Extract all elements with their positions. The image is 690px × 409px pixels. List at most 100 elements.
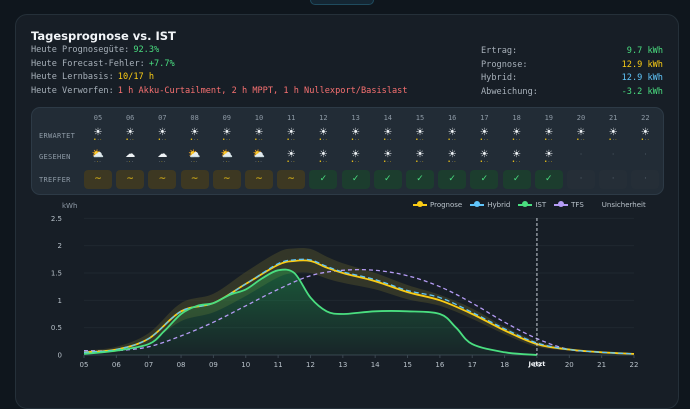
partly-cloudy-icon: ⛅ ··· [220, 149, 234, 165]
partly-cloudy-icon: ⛅ ··· [252, 149, 266, 165]
legend-label: Unsicherheit [601, 201, 646, 209]
sun-icon: ☀ •·· [479, 149, 489, 165]
sun-icon: ☀ •·· [512, 127, 522, 143]
info-label: Heute Verworfen: [31, 85, 114, 96]
hit-cell: · [631, 170, 660, 189]
stat-value: 12.9 kWh [621, 59, 663, 70]
legend-swatch [413, 201, 427, 207]
legend-label: Hybrid [487, 201, 511, 209]
stat-label: Abweichung: [481, 86, 538, 97]
info-line: Heute Lernbasis: 10/17 h [31, 72, 154, 82]
cloud-icon: ☁ ··· [157, 149, 168, 165]
sun-icon: ☀ •·· [383, 127, 393, 143]
sun-icon: ☀ •·· [254, 127, 264, 143]
sun-icon: ☀ •·· [544, 127, 554, 143]
stat-line: Prognose: 12.9 kWh [481, 60, 663, 70]
sun-icon: ☀ •·· [447, 149, 457, 165]
hit-cell: ✓ [534, 170, 563, 189]
legend-label: IST [535, 201, 547, 209]
grid-hour-label: 12 [319, 114, 328, 122]
legend-label: Prognose [430, 201, 463, 209]
sun-icon: ☀ •·· [544, 149, 554, 165]
sun-icon: ☀ •·· [157, 127, 167, 143]
grid-hour-label: 10 [254, 114, 264, 122]
sun-icon: ☀ •·· [190, 127, 200, 143]
sun-icon: ☀ •·· [383, 149, 393, 165]
info-value: 10/17 h [117, 72, 155, 82]
sun-icon: ☀ •·· [222, 127, 232, 143]
no-data-icon: · [579, 150, 583, 159]
grid-hour-label: 19 [544, 114, 554, 122]
sun-icon: ☀ •·· [512, 149, 522, 165]
hit-cell: ~ [212, 170, 241, 189]
partly-cloudy-icon: ⛅ ··· [91, 149, 105, 165]
sun-icon: ☀ •·· [318, 149, 328, 165]
grid-hour-label: 20 [576, 114, 586, 122]
legend-item[interactable]: Unsicherheit [602, 201, 646, 209]
chart-legend: Prognose Hybrid IST TFS Unsicherheit [413, 201, 654, 209]
grid-row-label: TREFFER [39, 176, 71, 184]
cloud-icon: ☁ ··· [125, 149, 136, 165]
hit-cell: ~ [277, 170, 306, 189]
info-label: Heute Prognosegüte: [31, 45, 130, 55]
hit-cell: ✓ [341, 170, 370, 189]
hit-cell: ~ [245, 170, 273, 189]
info-value: 92.3% [133, 45, 160, 55]
info-label: Heute Forecast-Fehler: [31, 58, 145, 69]
partly-cloudy-icon: ⛅ ··· [188, 149, 201, 165]
info-line: Heute Verworfen: 1 h Akku-Curtailment, 2 … [31, 86, 408, 96]
sun-icon: ☀ •·· [351, 149, 361, 165]
sun-icon: ☀ •·· [576, 127, 586, 143]
panel-title: Tagesprognose vs. IST [31, 29, 176, 43]
hit-cell: · [599, 170, 628, 189]
info-value: 1 h Akku-Curtailment, 2 h MPPT, 1 h Null… [117, 85, 408, 96]
stat-value: -3.2 kWh [621, 86, 663, 97]
sun-icon: ☀ •·· [479, 127, 489, 143]
stat-label: Hybrid: [481, 73, 518, 83]
info-value: +7.7% [148, 58, 175, 69]
grid-hour-label: 17 [480, 114, 489, 122]
sun-icon: ☀ •·· [447, 127, 457, 143]
no-data-icon: · [611, 150, 615, 159]
sun-icon: ☀ •·· [125, 127, 135, 143]
stat-value: 9.7 kWh [626, 46, 663, 56]
hit-cell: ✓ [373, 170, 402, 189]
grid-hour-label: 06 [125, 114, 135, 122]
hit-cell: ~ [116, 170, 145, 189]
sun-icon: ☀ •·· [415, 149, 425, 165]
sun-icon: ☀ •·· [415, 127, 425, 143]
no-data-icon: · [644, 150, 647, 159]
hit-cell: ✓ [438, 170, 467, 189]
info-line: Heute Prognosegüte: 92.3% [31, 45, 159, 55]
grid-hour-label: 18 [512, 114, 521, 122]
grid-hour-label: 22 [641, 114, 650, 122]
sun-icon: ☀ •·· [93, 127, 103, 143]
grid-hour-label: 11 [286, 114, 296, 122]
sun-icon: ☀ •·· [608, 127, 618, 143]
hit-cell: ~ [148, 170, 177, 189]
hit-cell: ✓ [309, 170, 338, 189]
legend-item[interactable]: Hybrid [470, 201, 510, 209]
legend-item[interactable]: TFS [554, 201, 584, 209]
grid-hour-label: 15 [415, 114, 425, 122]
legend-item[interactable]: IST [518, 201, 546, 209]
hit-cell: ✓ [470, 170, 499, 189]
hit-cell: ~ [180, 170, 209, 189]
sun-icon: ☀ •·· [318, 127, 328, 143]
grid-hour-label: 14 [383, 114, 393, 122]
grid-hour-label: 07 [158, 114, 167, 122]
hit-cell: ✓ [406, 170, 434, 189]
grid-row-label: ERWARTET [39, 132, 76, 140]
grid-hour-label: 05 [93, 114, 103, 122]
hit-cell: ~ [84, 170, 112, 189]
grid-hour-label: 21 [608, 114, 618, 122]
legend-swatch [470, 201, 485, 207]
grid-hour-label: 16 [447, 114, 457, 122]
top-tab-indicator [310, 0, 374, 5]
hit-cell: ✓ [502, 170, 531, 189]
legend-swatch [554, 201, 569, 207]
grid-hour-label: 08 [190, 114, 199, 122]
stat-line: Ertrag: 9.7 kWh [481, 46, 663, 56]
stat-line: Hybrid: 12.9 kWh [481, 73, 663, 83]
legend-item[interactable]: Prognose [413, 201, 462, 209]
